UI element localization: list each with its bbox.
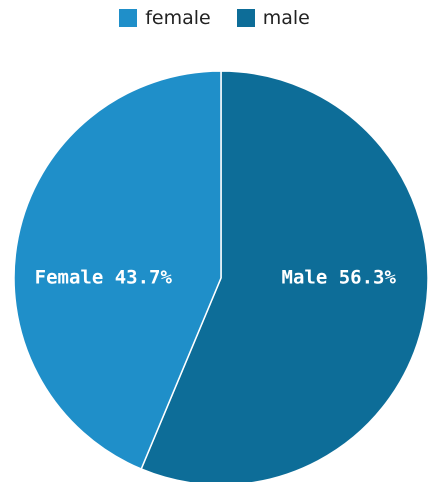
legend-swatch-female: [119, 9, 138, 27]
pie-slice-female[interactable]: [13, 70, 222, 470]
legend-label-male: male: [262, 7, 310, 29]
legend-item-male[interactable]: male: [236, 7, 310, 29]
pie-label-female: Female 43.7%: [35, 267, 173, 289]
pie-slice-male[interactable]: [140, 70, 429, 482]
pie-label-male: Male 56.3%: [282, 267, 397, 289]
legend-swatch-male: [236, 9, 255, 27]
legend-label-female: female: [145, 7, 211, 29]
legend-item-female[interactable]: female: [119, 7, 211, 29]
chart-legend: female male: [0, 4, 429, 32]
